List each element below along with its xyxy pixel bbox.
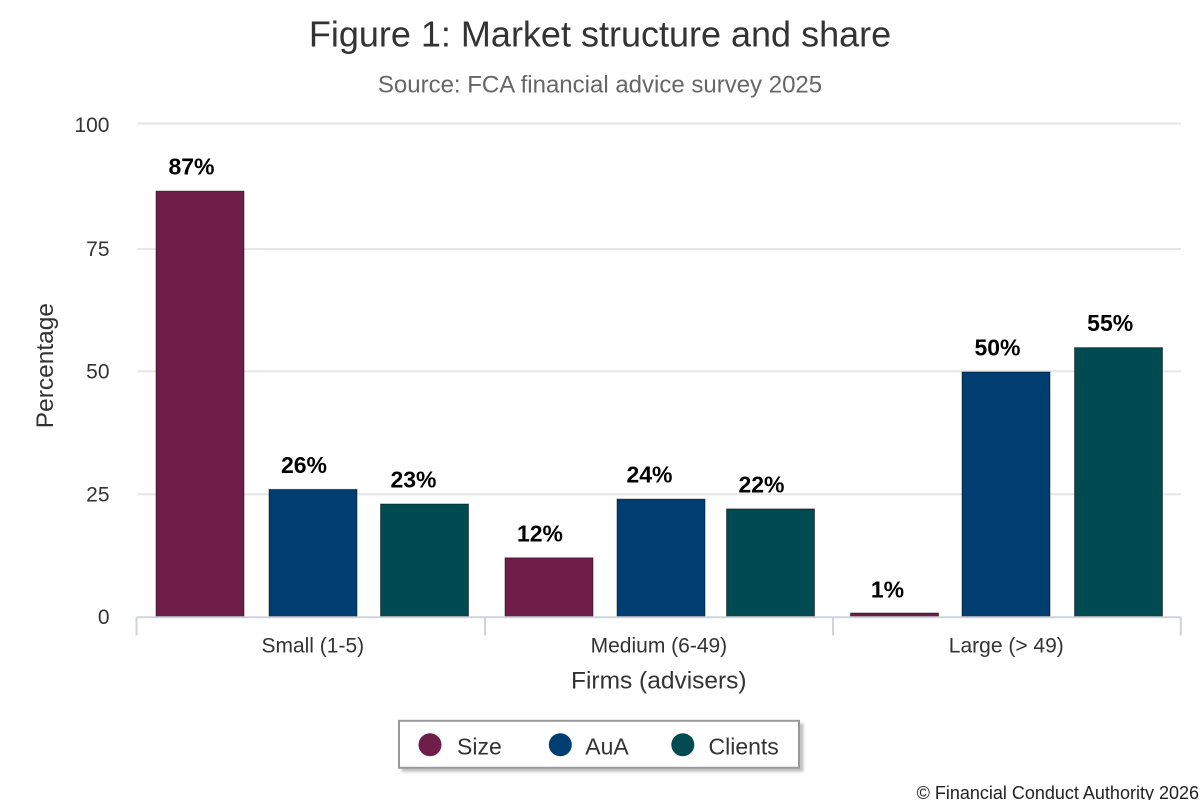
svg-text:Clients: Clients: [709, 734, 779, 760]
svg-text:© Financial Conduct Authority: © Financial Conduct Authority 2026: [917, 783, 1199, 800]
svg-text:24%: 24%: [626, 462, 672, 488]
svg-text:87%: 87%: [168, 154, 214, 180]
svg-text:1%: 1%: [871, 577, 904, 603]
svg-text:50: 50: [86, 360, 109, 383]
svg-text:Source: FCA financial advice s: Source: FCA financial advice survey 2025: [378, 72, 822, 99]
svg-text:Percentage: Percentage: [32, 303, 59, 428]
svg-text:Figure 1: Market structure and: Figure 1: Market structure and share: [309, 13, 891, 54]
svg-text:23%: 23%: [390, 467, 436, 493]
svg-text:25: 25: [86, 483, 109, 506]
svg-text:Large (> 49): Large (> 49): [949, 635, 1064, 658]
svg-text:55%: 55%: [1087, 310, 1133, 336]
svg-text:0: 0: [98, 606, 110, 629]
svg-text:22%: 22%: [738, 472, 784, 498]
svg-text:100: 100: [74, 114, 109, 137]
svg-text:Medium (6-49): Medium (6-49): [591, 635, 728, 658]
svg-text:Small (1-5): Small (1-5): [261, 635, 364, 658]
svg-text:50%: 50%: [974, 335, 1020, 361]
svg-text:75: 75: [86, 238, 109, 261]
svg-text:12%: 12%: [517, 520, 563, 546]
svg-text:AuA: AuA: [585, 734, 629, 760]
svg-text:Size: Size: [457, 734, 502, 760]
svg-text:26%: 26%: [281, 452, 327, 478]
svg-text:Firms (advisers): Firms (advisers): [571, 667, 747, 694]
